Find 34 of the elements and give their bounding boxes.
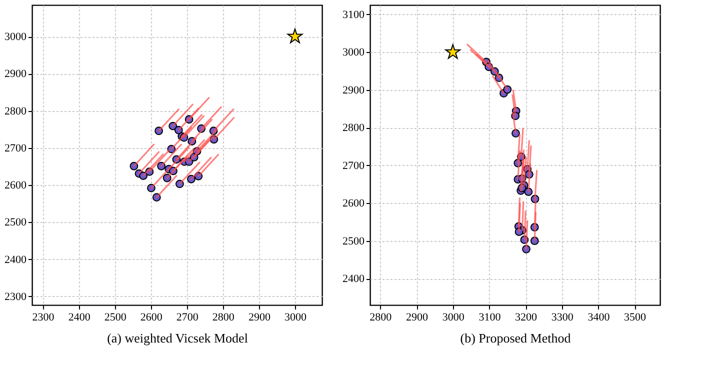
- x-tick-label: 3000: [284, 312, 307, 324]
- x-tick-label: 2900: [248, 312, 271, 324]
- y-tick-label: 2400: [4, 254, 27, 266]
- x-tick-label: 2600: [140, 312, 163, 324]
- x-tick-label: 3400: [588, 312, 610, 324]
- y-tick-label: 2700: [342, 160, 365, 172]
- x-tick-label: 3000: [442, 312, 465, 324]
- y-tick-label: 2800: [342, 122, 365, 134]
- x-tick-label: 2800: [370, 312, 392, 324]
- x-tick-label: 3500: [624, 312, 647, 324]
- x-axis-title: (b) Proposed Method: [460, 330, 572, 346]
- y-tick-label: 3100: [342, 8, 365, 21]
- x-tick-label: 2700: [176, 312, 199, 324]
- x-tick-label: 2800: [212, 312, 235, 324]
- y-tick-label: 3000: [4, 31, 27, 44]
- x-tick-label: 2500: [104, 312, 127, 324]
- y-tick-label: 2900: [4, 68, 27, 80]
- x-tick-label: 2300: [32, 312, 55, 324]
- y-tick-label: 2600: [4, 180, 27, 192]
- x-tick-label: 3100: [478, 312, 502, 324]
- y-tick-label: 2500: [342, 235, 365, 248]
- y-tick-label: 2400: [342, 273, 365, 286]
- x-axis-title: (a) weighted Vicsek Model: [107, 330, 248, 346]
- x-tick-label: 2400: [68, 312, 91, 324]
- y-tick-label: 2900: [342, 84, 365, 96]
- x-tick-label: 2900: [406, 312, 429, 324]
- x-tick-label: 3200: [515, 312, 538, 324]
- x-tick-label: 3300: [551, 312, 574, 324]
- y-tick-label: 2500: [4, 216, 27, 229]
- y-tick-label: 2300: [4, 290, 27, 303]
- y-tick-label: 3000: [342, 46, 365, 59]
- y-tick-label: 2600: [342, 198, 365, 210]
- y-tick-label: 2700: [4, 142, 27, 154]
- y-tick-label: 2800: [4, 105, 27, 118]
